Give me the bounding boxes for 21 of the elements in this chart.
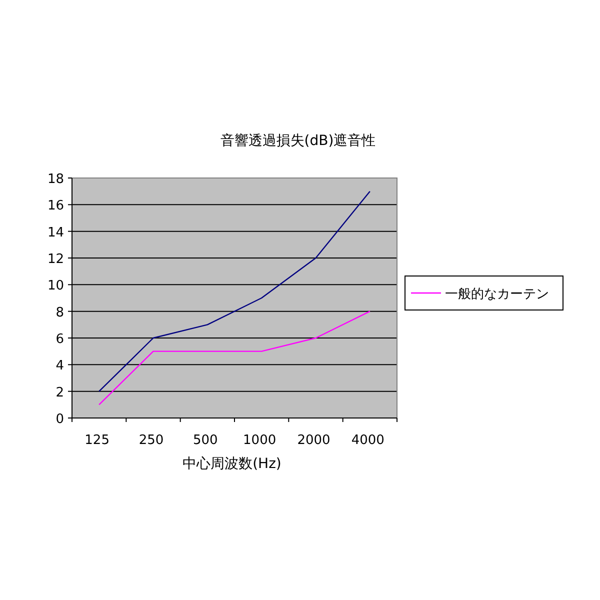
y-tick-label: 0 bbox=[56, 412, 64, 427]
y-tick-label: 10 bbox=[47, 278, 64, 294]
y-tick-label: 18 bbox=[47, 172, 64, 187]
line-series bbox=[98, 310, 371, 406]
y-tick-label: 12 bbox=[47, 252, 64, 267]
y-tick-label: 14 bbox=[47, 225, 64, 240]
x-tick-label: 1000 bbox=[243, 433, 276, 448]
y-tick-label: 8 bbox=[56, 305, 64, 320]
x-tick-label: 125 bbox=[84, 433, 110, 448]
y-tick-label: 4 bbox=[56, 358, 64, 374]
line-series bbox=[98, 190, 371, 392]
y-tick-label: 6 bbox=[56, 332, 64, 347]
legend-label: 一般的なカーテン bbox=[445, 287, 549, 302]
y-tick-label: 2 bbox=[56, 385, 64, 400]
y-tick-label: 16 bbox=[47, 198, 64, 214]
chart-title: 音響透過損失(dB)遮音性 bbox=[220, 133, 376, 149]
x-tick-label: 4000 bbox=[351, 433, 384, 448]
x-tick-label: 250 bbox=[138, 433, 164, 448]
x-tick-label: 2000 bbox=[297, 433, 330, 448]
x-tick-label: 500 bbox=[193, 433, 218, 448]
x-axis-title: 中心周波数(Hz) bbox=[182, 456, 282, 472]
